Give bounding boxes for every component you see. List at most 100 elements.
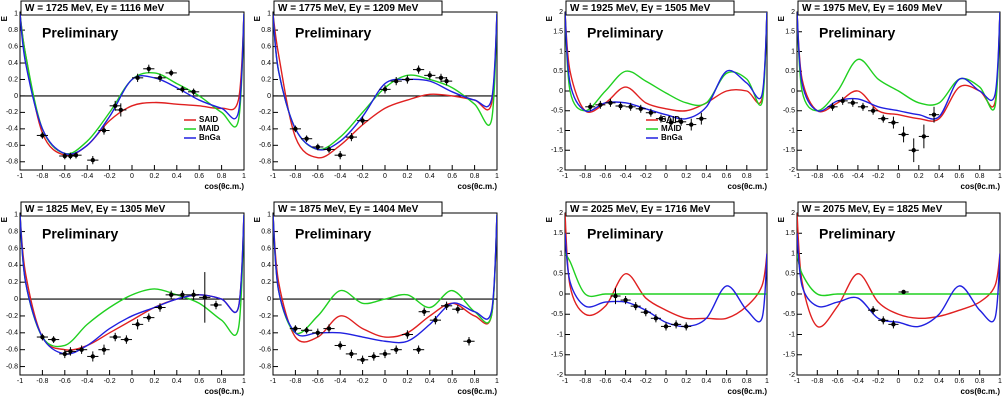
y-tick-label: 0.6 xyxy=(8,43,18,50)
y-tick-label: -0.2 xyxy=(259,109,271,116)
annotation: Preliminary xyxy=(42,25,118,41)
y-tick-label: 0 xyxy=(559,88,563,95)
panel: -0.8 -0.6 -0.4 -0.2 0 0.2 0.4 0.6 0.8 1 -1 -0.8 -0.6… xyxy=(0,0,246,191)
data-point xyxy=(135,75,140,81)
title-box xyxy=(20,0,190,16)
x-axis-label: cos(θc.m.) xyxy=(961,387,1001,396)
data-point xyxy=(101,128,107,133)
y-tick-label: 1 xyxy=(267,212,271,219)
x-tick-label: 0 xyxy=(897,378,901,385)
model-curve xyxy=(273,214,497,344)
data-point xyxy=(455,306,460,312)
curves xyxy=(273,214,497,344)
x-tick-label: 0.4 xyxy=(425,378,435,385)
y-tick-label: 0.2 xyxy=(8,279,18,286)
y-tick-label: -0.5 xyxy=(551,311,563,318)
y-tick-label: 0 xyxy=(14,296,18,303)
x-tick-label: -0.2 xyxy=(104,378,116,385)
x-tick-label: 0.4 xyxy=(934,173,944,180)
y-tick-label: -0.2 xyxy=(6,109,18,116)
title-box xyxy=(20,201,190,217)
title-box xyxy=(273,0,443,16)
model-curve xyxy=(565,213,767,320)
data-point xyxy=(135,322,140,327)
y-tick-label: 0.6 xyxy=(8,245,18,252)
y-tick-label: 0 xyxy=(559,291,563,298)
y-tick-label: 2 xyxy=(559,9,563,16)
data-point xyxy=(684,324,689,329)
x-tick-label: -0.6 xyxy=(832,378,844,385)
data-point xyxy=(90,157,96,163)
data-point xyxy=(118,107,124,113)
y-tick-label: -0.4 xyxy=(6,126,18,133)
data-point xyxy=(653,316,659,321)
x-tick-label: -0.4 xyxy=(81,173,93,180)
y-axis-label: E xyxy=(0,15,9,21)
data-point xyxy=(891,322,896,327)
x-tick-label: -0.6 xyxy=(599,173,611,180)
y-tick-label: 0.6 xyxy=(261,43,271,50)
model-curve xyxy=(20,13,244,155)
y-axis-label: E xyxy=(253,15,262,21)
y-tick-label: -2 xyxy=(557,167,563,174)
data-point xyxy=(438,75,444,81)
curves xyxy=(565,12,767,120)
model-curve xyxy=(565,233,767,328)
data-point xyxy=(90,354,96,359)
x-tick-label: -1 xyxy=(270,173,276,180)
model-curve xyxy=(797,12,1000,120)
y-tick-label: -1 xyxy=(557,127,563,134)
data-point xyxy=(588,104,593,110)
x-axis-label: cos(θc.m.) xyxy=(961,182,1001,191)
y-tick-label: 0.5 xyxy=(553,68,563,75)
data-point xyxy=(673,322,679,327)
model-curve xyxy=(273,214,497,343)
legend-label: BnGa xyxy=(199,133,221,142)
data-point xyxy=(338,152,343,158)
y-tick-label: 0.4 xyxy=(261,60,271,67)
y-tick-label: -0.5 xyxy=(783,108,795,115)
x-tick-label: -0.6 xyxy=(312,173,324,180)
x-tick-label: 0 xyxy=(383,378,387,385)
data-point xyxy=(113,103,118,109)
data-point xyxy=(394,78,399,84)
y-tick-label: 0.4 xyxy=(261,262,271,269)
data-point xyxy=(40,334,45,340)
x-tick-label: -0.4 xyxy=(852,173,864,180)
x-tick-label: -1 xyxy=(270,378,276,385)
y-tick-label: 1 xyxy=(791,48,795,55)
annotation: Preliminary xyxy=(819,226,895,242)
x-tick-label: 1 xyxy=(998,173,1002,180)
x-axis-label: cos(θc.m.) xyxy=(458,182,498,191)
y-tick-label: 1 xyxy=(267,10,271,17)
y-tick-label: 1 xyxy=(559,250,563,257)
legend-label: BnGa xyxy=(661,133,683,142)
data-point xyxy=(678,119,684,125)
data-point xyxy=(881,116,886,121)
data-point xyxy=(315,144,320,150)
data-point xyxy=(73,152,79,158)
x-tick-label: -0.2 xyxy=(640,173,652,180)
x-tick-label: -0.4 xyxy=(620,378,632,385)
y-tick-label: 0.5 xyxy=(553,271,563,278)
y-tick-label: 1 xyxy=(14,10,18,17)
data-point xyxy=(648,110,654,115)
x-tick-label: -0.8 xyxy=(579,173,591,180)
y-axis-label: E xyxy=(0,216,9,222)
data-point xyxy=(427,73,432,78)
legend-label: MAID xyxy=(199,124,220,133)
x-tick-label: 0 xyxy=(130,173,134,180)
data-point xyxy=(180,292,185,298)
y-tick-label: 0.2 xyxy=(261,76,271,83)
x-tick-label: -0.2 xyxy=(357,173,369,180)
x-tick-label: -0.8 xyxy=(811,378,823,385)
y-tick-label: -1.5 xyxy=(783,352,795,359)
y-tick-label: 0.4 xyxy=(8,262,18,269)
panel: -0.8 -0.6 -0.4 -0.2 0 0.2 0.4 0.6 0.8 1 -1 -0.8 -0.6… xyxy=(253,201,499,396)
x-tick-label: 0.4 xyxy=(425,173,435,180)
x-tick-label: 0.6 xyxy=(722,173,732,180)
data-point xyxy=(638,106,643,111)
y-tick-label: 0.8 xyxy=(8,228,18,235)
data-point xyxy=(40,133,45,138)
